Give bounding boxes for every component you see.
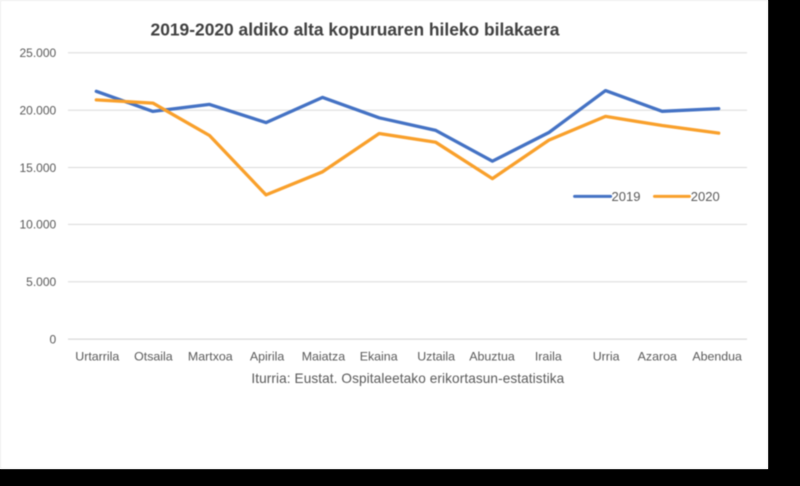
svg-text:2020: 2020 <box>691 189 720 204</box>
svg-text:10.000: 10.000 <box>19 218 56 232</box>
svg-text:Martxoa: Martxoa <box>188 349 233 363</box>
svg-text:2019-2020 aldiko alta kopuruar: 2019-2020 aldiko alta kopuruaren hileko … <box>151 20 560 40</box>
svg-text:5.000: 5.000 <box>26 275 56 289</box>
svg-text:2019: 2019 <box>612 189 641 204</box>
svg-text:Urtarrila: Urtarrila <box>75 349 119 363</box>
svg-text:Ekaina: Ekaina <box>360 349 398 363</box>
svg-text:Iturria: Eustat. Ospitaleetako: Iturria: Eustat. Ospitaleetako erikortas… <box>251 371 564 386</box>
svg-text:25.000: 25.000 <box>19 46 56 60</box>
svg-text:15.000: 15.000 <box>19 161 56 175</box>
svg-text:Iraila: Iraila <box>535 349 562 363</box>
svg-text:0: 0 <box>50 332 57 346</box>
svg-text:Maiatza: Maiatza <box>302 349 345 363</box>
svg-text:Abuztua: Abuztua <box>469 349 515 363</box>
svg-text:20.000: 20.000 <box>19 104 56 118</box>
svg-text:Azaroa: Azaroa <box>638 349 677 363</box>
svg-text:Otsaila: Otsaila <box>134 349 173 363</box>
svg-text:Urria: Urria <box>593 349 620 363</box>
svg-text:Uztaila: Uztaila <box>417 349 455 363</box>
svg-text:Abendua: Abendua <box>692 349 742 363</box>
svg-text:Apirila: Apirila <box>250 349 285 363</box>
